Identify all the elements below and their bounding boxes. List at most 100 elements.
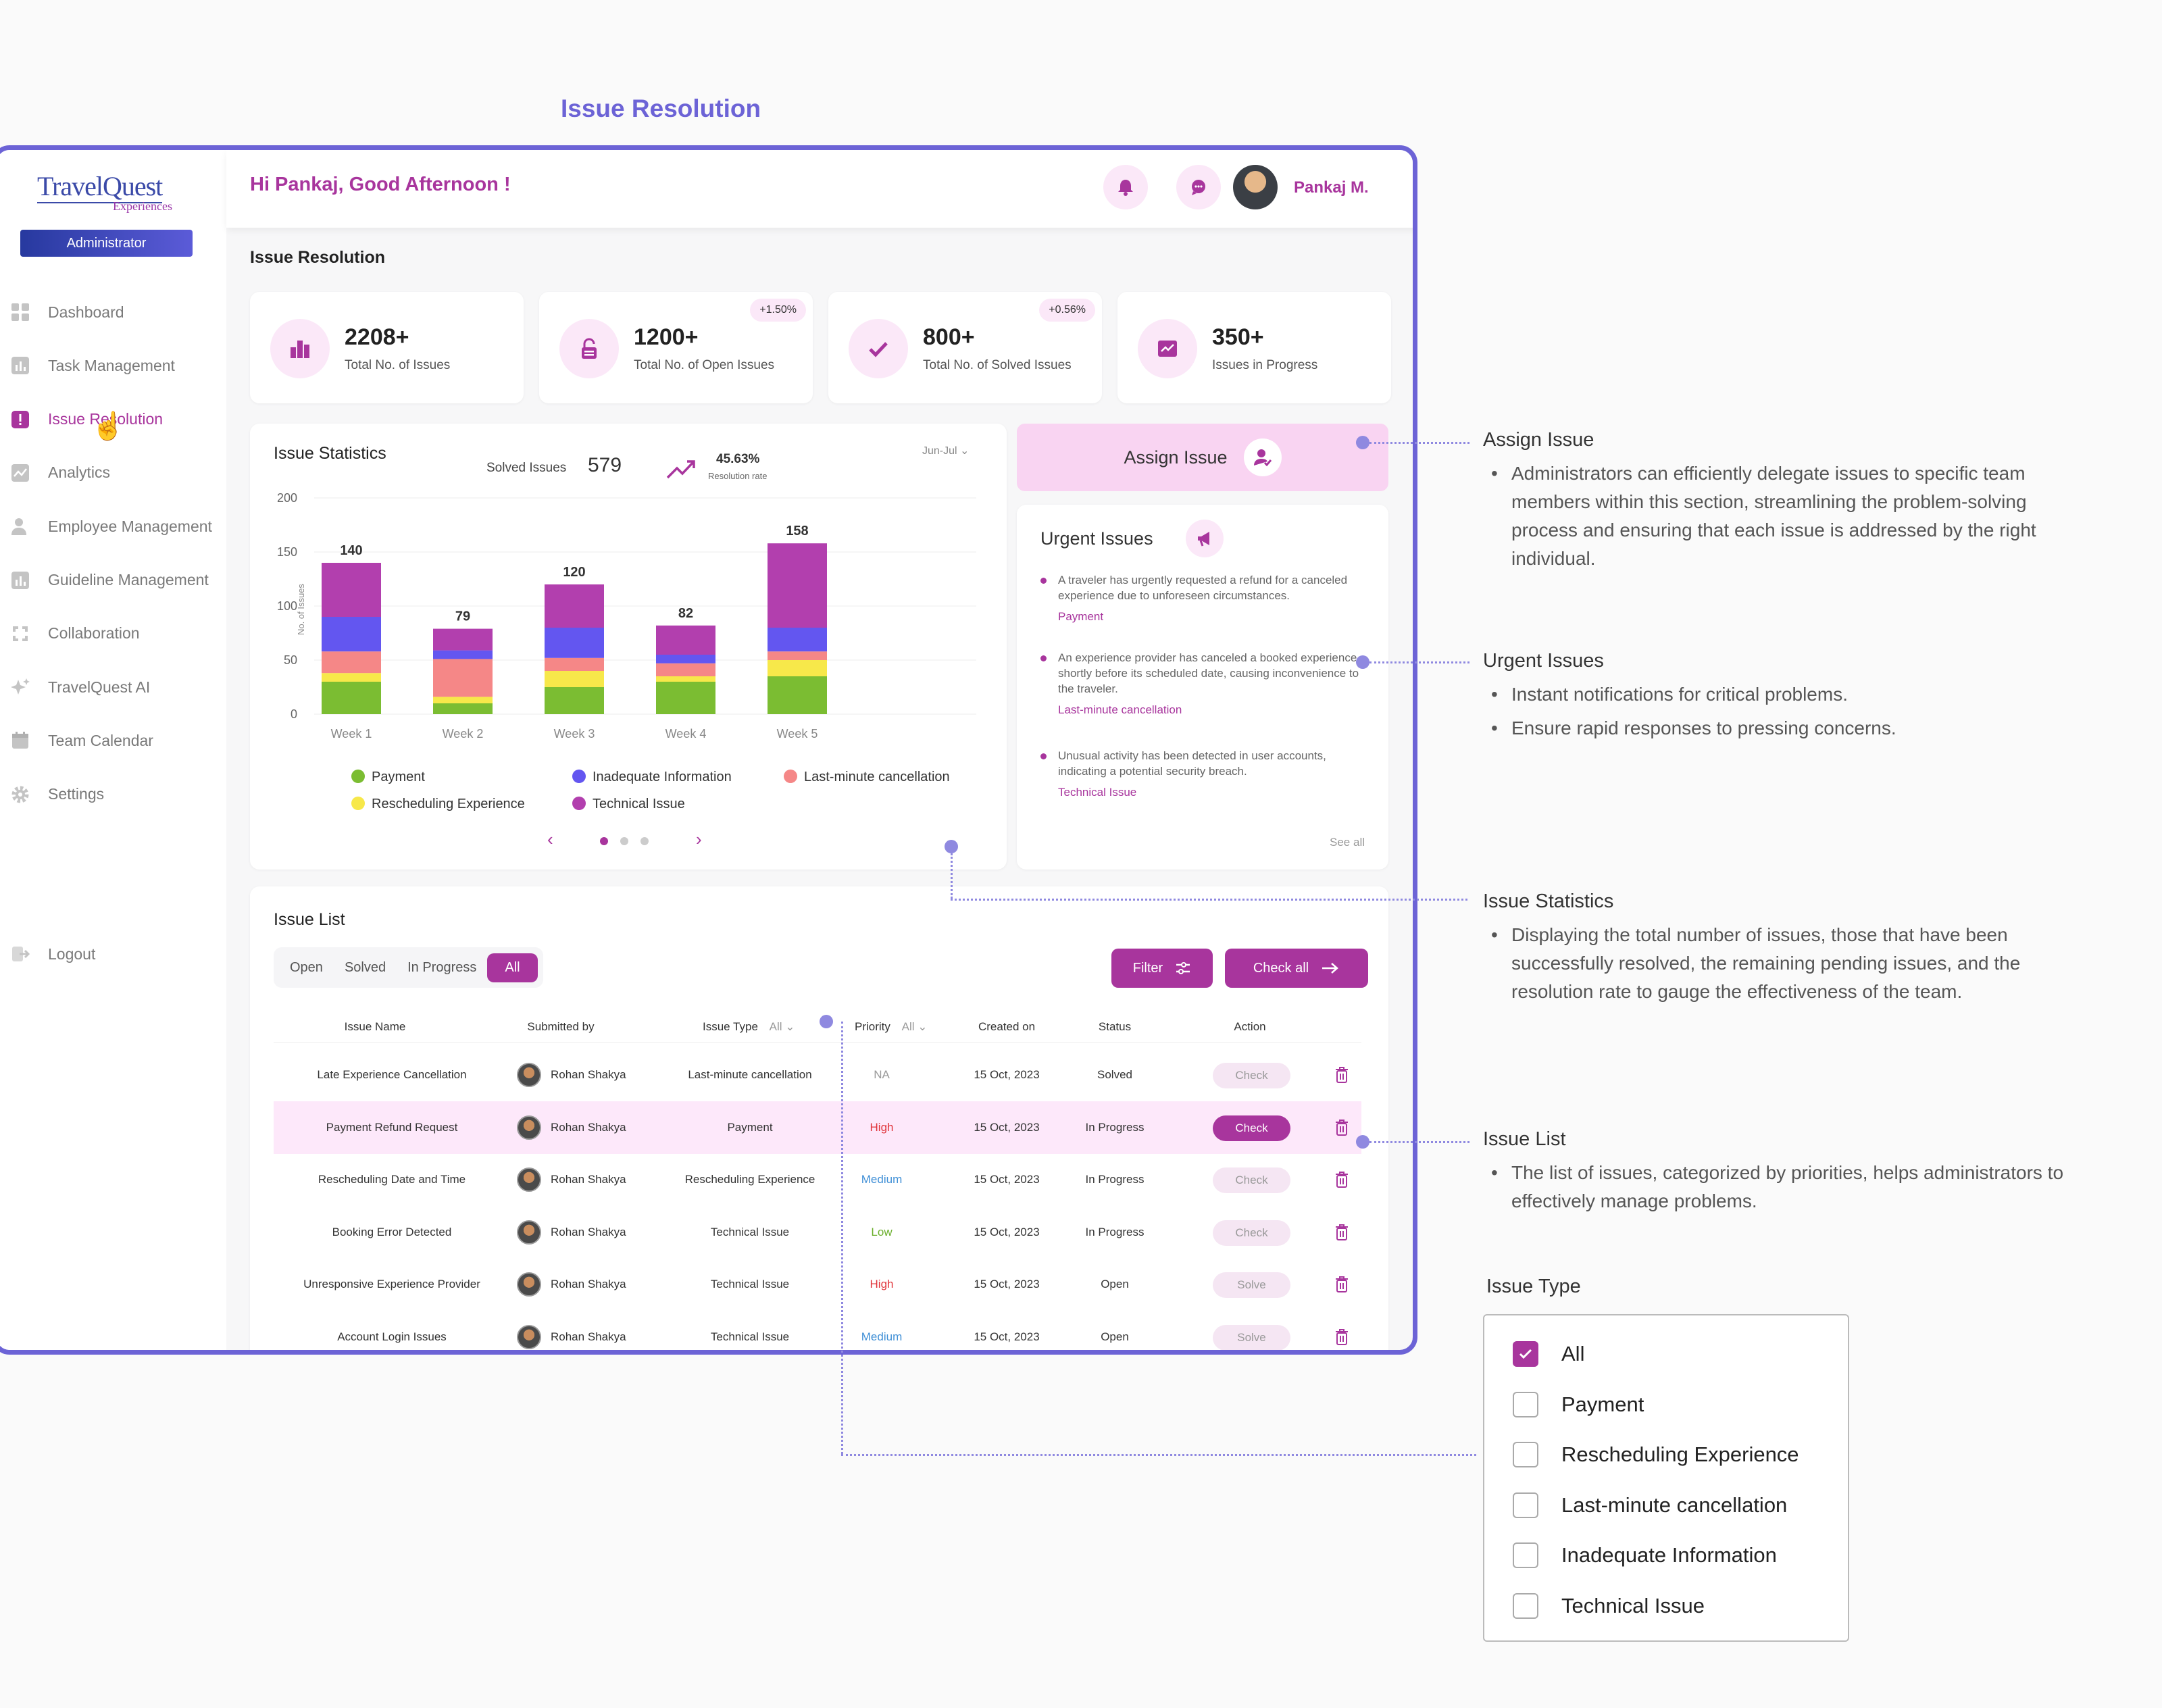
legend-label: Payment (372, 770, 425, 784)
check-button[interactable]: Check (1213, 1063, 1290, 1088)
checkmark-icon (1519, 1349, 1532, 1359)
trash-icon[interactable] (1334, 1171, 1349, 1188)
priority-badge: NA (874, 1068, 890, 1081)
filter-button[interactable]: Filter (1111, 949, 1213, 988)
issue-type-option[interactable]: Technical Issue (1513, 1581, 1705, 1631)
checkbox[interactable] (1513, 1592, 1538, 1619)
x-tick-label: Week 2 (443, 727, 484, 740)
tab-solved[interactable]: Solved (344, 959, 386, 975)
see-all-link[interactable]: See all (1330, 836, 1365, 849)
annotation-urgent-issues: Urgent Issues Instant notifications for c… (1483, 650, 2064, 748)
sidebar-item-guideline-management[interactable]: Guideline Management (10, 560, 226, 601)
tab-open[interactable]: Open (290, 959, 323, 975)
logo-name: TravelQuest (37, 170, 163, 203)
messages-button[interactable] (1176, 165, 1221, 209)
col-issue-type-label: Issue Type (703, 1020, 758, 1033)
table-row[interactable]: Account Login Issues Rohan Shakya Technica… (274, 1311, 1361, 1350)
trash-icon[interactable] (1334, 1119, 1349, 1136)
annotation-issue-statistics: Issue Statistics Displaying the total num… (1483, 890, 2064, 1011)
tab-in-progress[interactable]: In Progress (407, 959, 477, 975)
issue-type-option[interactable]: All (1513, 1329, 1584, 1379)
notification-button[interactable] (1103, 165, 1148, 209)
table-row[interactable]: Late Experience Cancellation Rohan Shakya… (274, 1049, 1361, 1101)
checkbox[interactable] (1513, 1341, 1538, 1367)
urgent-issue-item[interactable]: Unusual activity has been detected in us… (1040, 748, 1365, 800)
solve-button[interactable]: Solve (1213, 1272, 1290, 1298)
issue-type-option[interactable]: Inadequate Information (1513, 1530, 1777, 1580)
priority-filter-value: All (901, 1020, 915, 1033)
page-dot-2[interactable] (620, 837, 628, 845)
sidebar-item-issue-resolution[interactable]: Issue Resolution (3, 399, 230, 440)
issue-name: Rescheduling Date and Time (318, 1173, 466, 1186)
sidebar-item-settings[interactable]: Settings (10, 774, 226, 815)
urgent-issue-item[interactable]: A traveler has urgently requested a refu… (1040, 572, 1365, 624)
trash-icon[interactable] (1334, 1276, 1349, 1293)
legend-swatch (572, 797, 586, 810)
top-header: Hi Pankaj, Good Afternoon ! Pankaj M. (226, 150, 1413, 228)
sidebar-item-task-management[interactable]: Task Management (10, 345, 226, 386)
urgent-issue-text: A traveler has urgently requested a refu… (1058, 574, 1348, 602)
sidebar-item-label: Task Management (48, 356, 175, 374)
issue-type-option[interactable]: Rescheduling Experience (1513, 1430, 1799, 1480)
annotation-bullet: Displaying the total number of issues, t… (1483, 921, 2064, 1006)
check-button[interactable]: Check (1213, 1167, 1290, 1193)
col-issue-name: Issue Name (344, 1020, 406, 1033)
bar-segment (768, 628, 827, 652)
trash-icon[interactable] (1334, 1066, 1349, 1084)
bar-segment (322, 673, 381, 682)
sidebar-item-analytics[interactable]: Analytics (10, 453, 226, 493)
annotation-issue-list: Issue List The list of issues, categorize… (1483, 1128, 2064, 1221)
user-name[interactable]: Pankaj M. (1294, 178, 1369, 197)
trash-icon[interactable] (1334, 1328, 1349, 1346)
page-dot-3[interactable] (640, 837, 649, 845)
created-on: 15 Oct, 2023 (974, 1068, 1040, 1081)
created-on: 15 Oct, 2023 (974, 1173, 1040, 1186)
issue-type: Technical Issue (710, 1330, 790, 1343)
col-issue-type[interactable]: Issue Type All ⌄ (703, 1020, 818, 1034)
stat-change-badge: +0.56% (1039, 299, 1095, 322)
tab-all[interactable]: All (487, 953, 538, 982)
annotation-bullet: Instant notifications for critical probl… (1483, 680, 2064, 709)
trash-icon[interactable] (1334, 1224, 1349, 1241)
logo[interactable]: TravelQuest Experiences (37, 170, 172, 214)
urgent-issue-item[interactable]: An experience provider has canceled a bo… (1040, 650, 1365, 718)
logout-button[interactable]: Logout (10, 934, 226, 974)
checkbox[interactable] (1513, 1391, 1538, 1417)
created-on: 15 Oct, 2023 (974, 1120, 1040, 1134)
sidebar-item-collaboration[interactable]: Collaboration (10, 613, 226, 654)
assign-issue-button[interactable]: Assign Issue (1017, 424, 1388, 491)
status-tabs: Open Solved In Progress All (274, 947, 543, 988)
avatar[interactable] (1233, 165, 1278, 209)
lock-icon (559, 319, 619, 378)
sidebar-item-travelquest-ai[interactable]: TravelQuest AI (10, 667, 226, 707)
table-row[interactable]: Payment Refund Request Rohan Shakya Paymen… (274, 1101, 1361, 1154)
col-priority[interactable]: Priority All ⌄ (855, 1020, 956, 1034)
issue-type-option[interactable]: Last-minute cancellation (1513, 1480, 1787, 1530)
annotation-bullet: Administrators can efficiently delegate … (1483, 459, 2064, 573)
table-row[interactable]: Booking Error Detected Rohan Shakya Techni… (274, 1206, 1361, 1259)
table-row[interactable]: Unresponsive Experience Provider Rohan Sh… (274, 1258, 1361, 1311)
sidebar-item-employee-management[interactable]: Employee Management (10, 506, 226, 547)
page-dot-1[interactable] (600, 837, 608, 845)
checkbox[interactable] (1513, 1542, 1538, 1568)
issue-type-option[interactable]: Payment (1513, 1380, 1644, 1430)
sidebar-item-dashboard[interactable]: Dashboard (10, 292, 226, 332)
calendar-icon (10, 730, 30, 751)
avatar (517, 1063, 541, 1087)
chart-icon (10, 355, 30, 376)
option-label: Rescheduling Experience (1561, 1442, 1799, 1466)
check-button[interactable]: Check (1213, 1220, 1290, 1246)
sidebar-item-team-calendar[interactable]: Team Calendar (10, 720, 226, 761)
solve-button[interactable]: Solve (1213, 1324, 1290, 1350)
check-all-button[interactable]: Check all (1225, 949, 1368, 988)
period-select[interactable]: Jun-Jul ⌄ (922, 444, 969, 457)
checkbox[interactable] (1513, 1492, 1538, 1518)
bar-total-label: 158 (786, 524, 808, 538)
table-row[interactable]: Rescheduling Date and Time Rohan Shakya Re… (274, 1153, 1361, 1206)
chart-next-button[interactable]: › (696, 829, 702, 849)
chart-prev-button[interactable]: ‹ (547, 829, 553, 849)
checkbox[interactable] (1513, 1442, 1538, 1467)
bar-total-label: 79 (455, 609, 470, 624)
check-button[interactable]: Check (1213, 1115, 1290, 1141)
stat-label: Issues in Progress (1212, 358, 1318, 372)
